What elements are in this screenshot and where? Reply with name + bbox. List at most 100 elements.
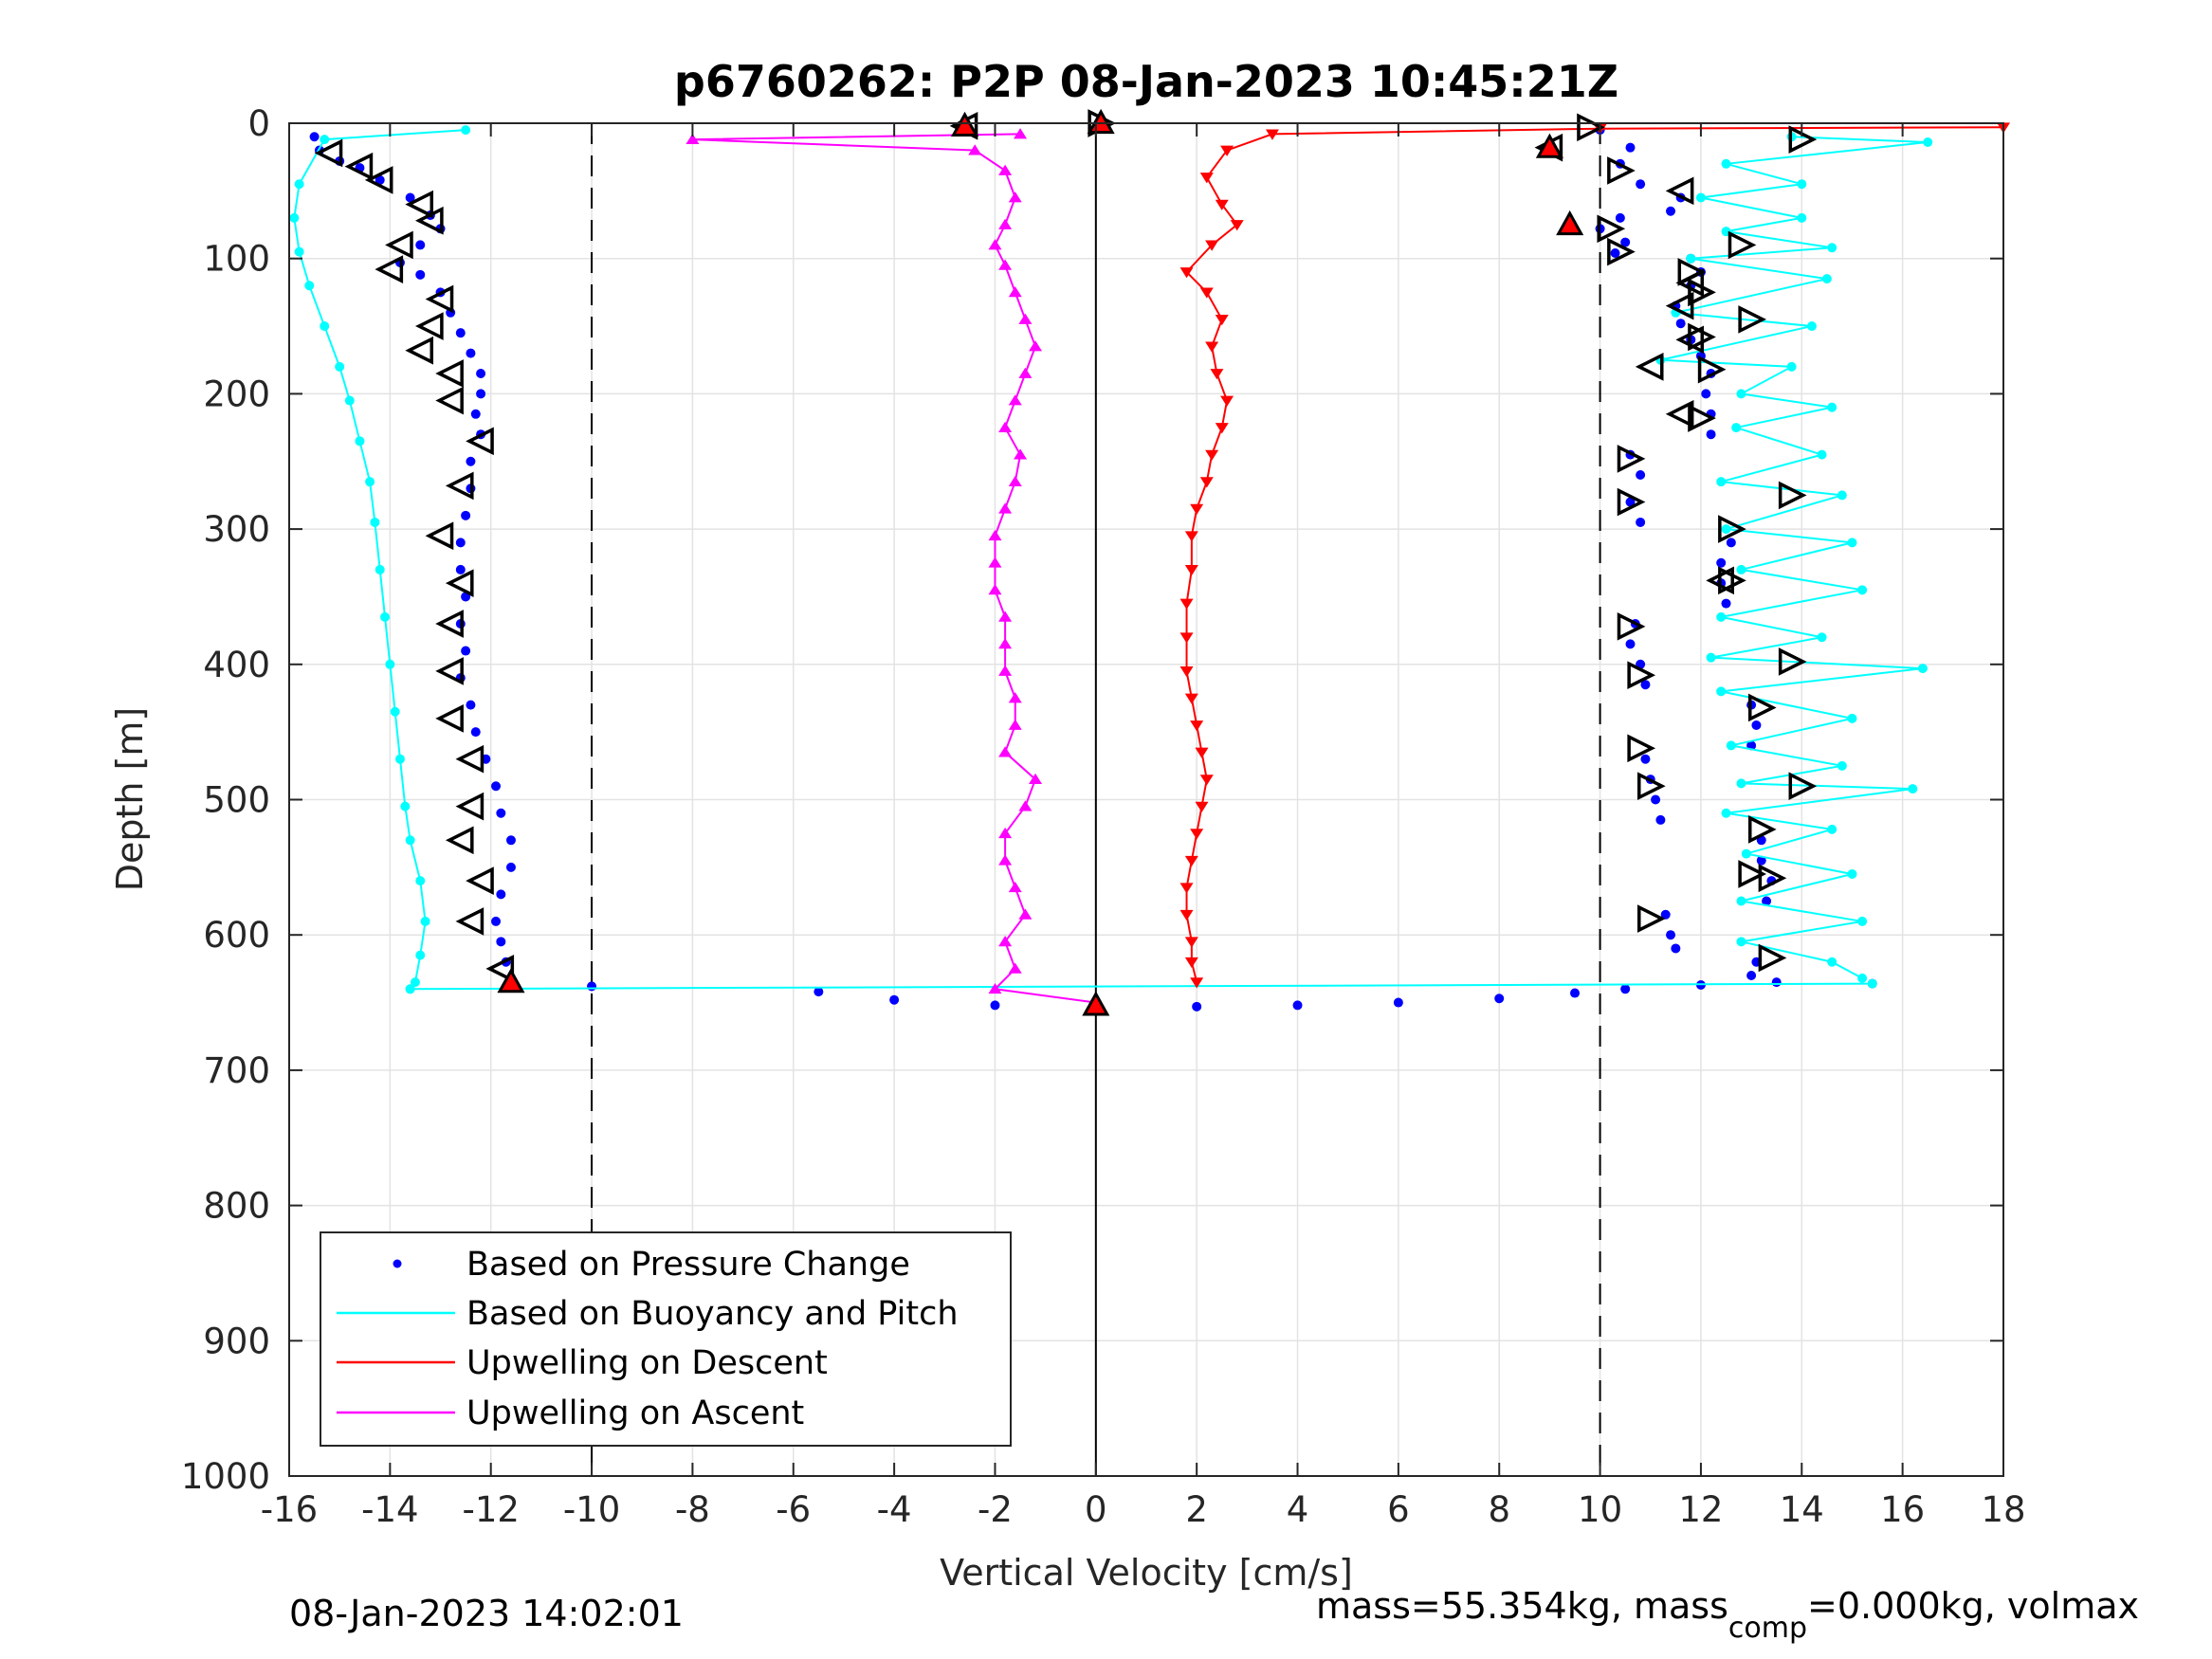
series-1-point-2-22	[1736, 564, 1746, 574]
series-0-point-2-45	[1666, 930, 1676, 940]
triangle-left-3	[364, 166, 393, 194]
series-2-point-0-12	[1210, 369, 1224, 380]
x-tick-label-9: 2	[1185, 1489, 1208, 1530]
series-0-point-0-13	[455, 328, 466, 338]
series-0-point-0-35	[496, 889, 506, 900]
triangle-red-4	[497, 968, 525, 994]
triangle-left-6	[385, 230, 413, 260]
series-0-point-0-14	[466, 348, 476, 358]
series-1-point-2-32	[1736, 778, 1746, 789]
series-1-point-2-3	[1797, 179, 1807, 190]
series-2-point-0-29	[1184, 855, 1198, 867]
series-2-point-0-27	[1195, 801, 1209, 812]
series-0-point-2-28	[1721, 598, 1731, 609]
series-3-point-0-24	[1018, 367, 1033, 378]
y-ticks: 0 100 200 300 400 500 600 700 800 900 1000	[181, 103, 2003, 1497]
series-1-point-0-7	[335, 361, 345, 372]
series-0-point-0-33	[505, 835, 516, 846]
triangle-right-26	[1738, 860, 1767, 888]
series-0-point-2-43	[1762, 896, 1772, 906]
triangle-right-20	[1778, 647, 1807, 676]
series-0-point-0-16	[476, 389, 486, 399]
triangle-right-9	[1738, 305, 1767, 334]
series-1-point-0-10	[365, 477, 375, 487]
series-1-line-1	[410, 982, 1873, 991]
series-1-point-0-0	[461, 125, 471, 136]
series-1-point-2-20	[1721, 524, 1731, 535]
series-2-point-0-6	[1230, 220, 1244, 231]
series-0-point-1-12	[1771, 977, 1782, 988]
series-1-point-2-5	[1797, 212, 1807, 223]
series-1-point-0-5	[304, 281, 315, 291]
triangle-right-27	[1758, 864, 1787, 893]
triangle-right-16	[1718, 515, 1746, 543]
triangle-left-25	[485, 955, 515, 983]
series-1-point-2-37	[1847, 868, 1857, 879]
y-axis-label: Depth [m]	[109, 707, 151, 892]
x-tick-label-8: 0	[1085, 1489, 1107, 1530]
x-tick-label-17: 18	[1981, 1489, 2025, 1530]
x-tick-label-10: 4	[1287, 1489, 1309, 1530]
chart-title: p6760262: P2P 08-Jan-2023 10:45:21Z	[674, 56, 1618, 107]
y-tick-label-5: 500	[203, 780, 270, 821]
series-1-point-0-8	[344, 395, 355, 406]
triangle-left-15	[425, 521, 454, 551]
triangle-markers	[314, 108, 1818, 1016]
series-1-point-2-1	[1923, 137, 1933, 147]
triangle-left-8	[425, 284, 454, 314]
series-0-point-2-25	[1726, 538, 1736, 548]
series-3	[686, 128, 1103, 1008]
legend-label-pressure: Based on Pressure Change	[466, 1246, 910, 1284]
series-2-point-0-30	[1179, 883, 1194, 894]
series-1-point-2-15	[1827, 402, 1837, 412]
series-3-point-0-9	[1029, 773, 1043, 784]
triangle-right-7	[1677, 258, 1707, 286]
series-2-point-0-5	[1215, 199, 1229, 210]
series-3-point-0-11	[1008, 719, 1022, 730]
series-1-point-0-13	[380, 611, 391, 622]
legend: Based on Pressure Change Based on Buoyan…	[320, 1231, 1012, 1447]
series-0-point-2-34	[1751, 720, 1762, 731]
triangle-left-20	[455, 744, 484, 774]
triangle-red-2	[1535, 133, 1563, 158]
series-1	[289, 125, 1933, 994]
series-0-point-0-31	[491, 781, 502, 792]
triangle-right-1	[1577, 113, 1605, 142]
series-2-point-0-15	[1205, 449, 1219, 461]
series-0-point-2-1	[1625, 142, 1636, 153]
series-2-point-0-4	[1199, 173, 1214, 184]
triangle-right-15	[1778, 481, 1807, 510]
legend-label-descent: Upwelling on Descent	[466, 1344, 828, 1382]
legend-swatch-pressure	[393, 1259, 402, 1268]
series-3-point-0-33	[968, 144, 982, 155]
series-0-point-2-8	[1620, 237, 1631, 247]
triangle-right-4	[1597, 214, 1626, 244]
triangle-left-21	[455, 792, 484, 821]
series-3-point-0-21	[1014, 448, 1028, 460]
series-1-point-2-16	[1731, 423, 1742, 433]
triangle-right-24	[1788, 772, 1818, 801]
series-2	[1179, 122, 2010, 989]
series-0-point-2-30	[1625, 639, 1636, 649]
series-3-point-0-7	[998, 827, 1013, 839]
series-1-point-2-13	[1786, 361, 1797, 372]
triangle-right-25	[1748, 815, 1777, 844]
series-3-point-0-32	[998, 164, 1013, 175]
series-0-point-0-26	[461, 646, 471, 656]
series-2-point-0-31	[1179, 909, 1194, 921]
series-2-point-0-3	[1220, 145, 1234, 156]
series-1-point-0-17	[400, 801, 411, 811]
x-tick-label-15: 14	[1780, 1489, 1824, 1530]
series-0-point-1-8	[1494, 994, 1505, 1004]
series-2-point-0-25	[1195, 747, 1209, 758]
triangle-left-22	[445, 826, 474, 855]
triangle-right-6	[1728, 230, 1757, 260]
triangle-left-27	[1665, 176, 1694, 206]
x-tick-label-5: -6	[776, 1489, 811, 1530]
series-0-point-1-6	[1292, 1000, 1303, 1011]
series-3-point-0-13	[998, 665, 1013, 676]
series-1-point-0-2	[294, 179, 304, 190]
triangle-right-12	[1688, 404, 1716, 432]
triangle-right-19	[1627, 661, 1656, 690]
series-0-point-1-3	[990, 1000, 1000, 1011]
